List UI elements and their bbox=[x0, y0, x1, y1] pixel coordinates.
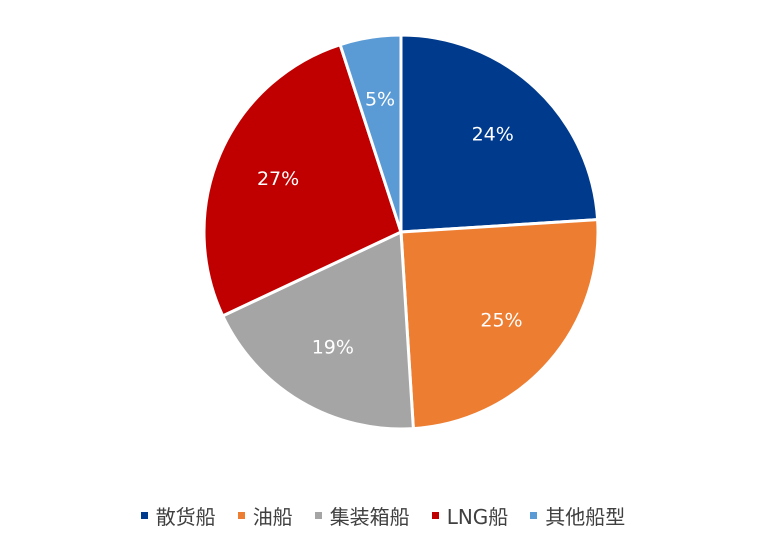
legend-item-oil-tanker: 油船 bbox=[237, 501, 293, 530]
legend-swatch-oil-tanker bbox=[237, 511, 245, 519]
legend-item-other-types: 其他船型 bbox=[530, 501, 625, 530]
legend-label-other-types: 其他船型 bbox=[545, 504, 626, 529]
legend: 散货船 油船 集装箱船 LNG船 其他船型 bbox=[0, 495, 766, 535]
data-label-oil-tanker: 25% bbox=[480, 310, 522, 332]
pie-slice-bulk-carrier bbox=[399, 33, 600, 234]
legend-label-bulk-carrier: 散货船 bbox=[155, 504, 216, 529]
legend-swatch-bulk-carrier bbox=[140, 511, 148, 519]
legend-label-container-ship: 集装箱船 bbox=[329, 504, 410, 529]
pie-slice-oil-tanker bbox=[399, 218, 600, 431]
pie-slice-other-types bbox=[338, 33, 403, 234]
data-label-container-ship: 19% bbox=[312, 336, 354, 358]
data-label-bulk-carrier: 24% bbox=[472, 123, 514, 145]
legend-swatch-container-ship bbox=[314, 511, 322, 519]
legend-label-lng-carrier: LNG船 bbox=[446, 504, 509, 529]
pie-slice-container-ship bbox=[221, 230, 415, 431]
data-label-other-types: 5% bbox=[365, 89, 395, 111]
data-label-lng-carrier: 27% bbox=[257, 168, 299, 190]
legend-item-lng-carrier: LNG船 bbox=[431, 501, 509, 530]
pie-chart: 24% 25% 19% 27% 5% bbox=[202, 33, 600, 431]
pie-slice-lng-carrier bbox=[202, 43, 403, 318]
legend-label-oil-tanker: 油船 bbox=[252, 504, 293, 529]
legend-item-bulk-carrier: 散货船 bbox=[140, 501, 216, 530]
pie-chart-area: 24% 25% 19% 27% 5% bbox=[202, 33, 600, 431]
legend-item-container-ship: 集装箱船 bbox=[314, 501, 410, 530]
legend-swatch-lng-carrier bbox=[431, 511, 439, 519]
legend-swatch-other-types bbox=[530, 511, 538, 519]
